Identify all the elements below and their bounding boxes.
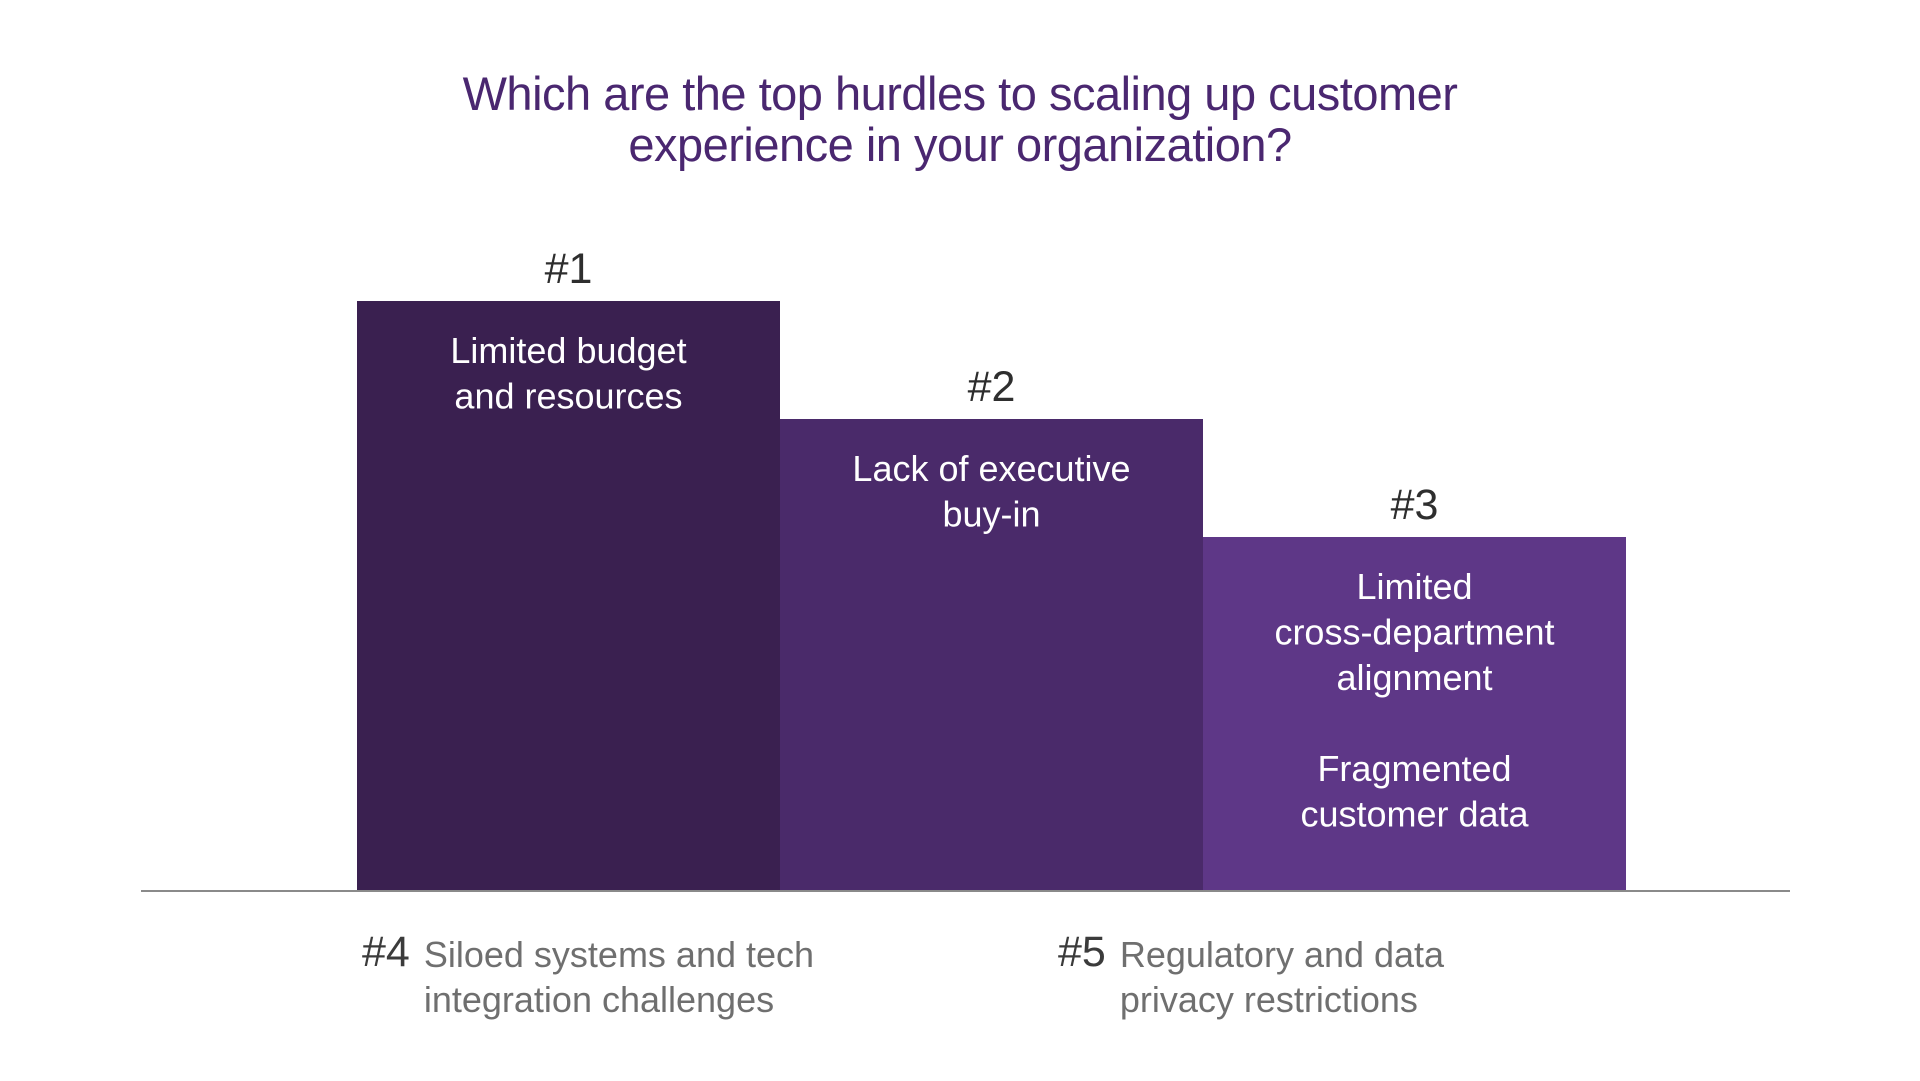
bar-1-label-line: and resources: [454, 376, 682, 417]
bar-3-label-line: Limited: [1356, 566, 1472, 607]
footnote-5-line-1: Regulatory and data: [1119, 934, 1445, 975]
footnote-4-line-2: integration challenges: [423, 979, 775, 1020]
footnote-4-line-1: Siloed systems and tech: [423, 934, 815, 975]
bar-3-label-line: customer data: [1300, 794, 1529, 835]
footnote-4-text: Siloed systems and tech integration chal…: [424, 932, 814, 1022]
bar-rank-2: #2: [968, 363, 1016, 411]
bar-3: [1203, 537, 1626, 891]
bar-rank-1: #1: [545, 245, 593, 293]
bar-1-label-line: Limited budget: [450, 330, 686, 371]
footnote-5-line-2: privacy restrictions: [1119, 979, 1418, 1020]
bar-2-label-line: buy-in: [942, 494, 1040, 535]
bar-2: [780, 419, 1203, 891]
bar-1: [357, 301, 780, 891]
bar-3-label-line: alignment: [1336, 657, 1492, 698]
bar-3-label-line: Fragmented: [1317, 748, 1511, 789]
chart-title-line-1: Which are the top hurdles to scaling up …: [462, 67, 1458, 120]
footnote-rank-4: #4 Siloed systems and tech integration c…: [362, 928, 814, 1022]
footnote-5-text: Regulatory and data privacy restrictions: [1120, 932, 1444, 1022]
footnote-4-rank: #4: [362, 928, 410, 976]
chart-title-line-2: experience in your organization?: [628, 118, 1292, 171]
footnote-rank-5: #5 Regulatory and data privacy restricti…: [1058, 928, 1444, 1022]
bar-3-label-line: cross-department: [1274, 612, 1554, 653]
footnote-5-rank: #5: [1058, 928, 1106, 976]
chart-title: Which are the top hurdles to scaling up …: [0, 68, 1920, 170]
bar-2-label-line: Lack of executive: [852, 448, 1130, 489]
bar-rank-3: #3: [1391, 481, 1439, 529]
